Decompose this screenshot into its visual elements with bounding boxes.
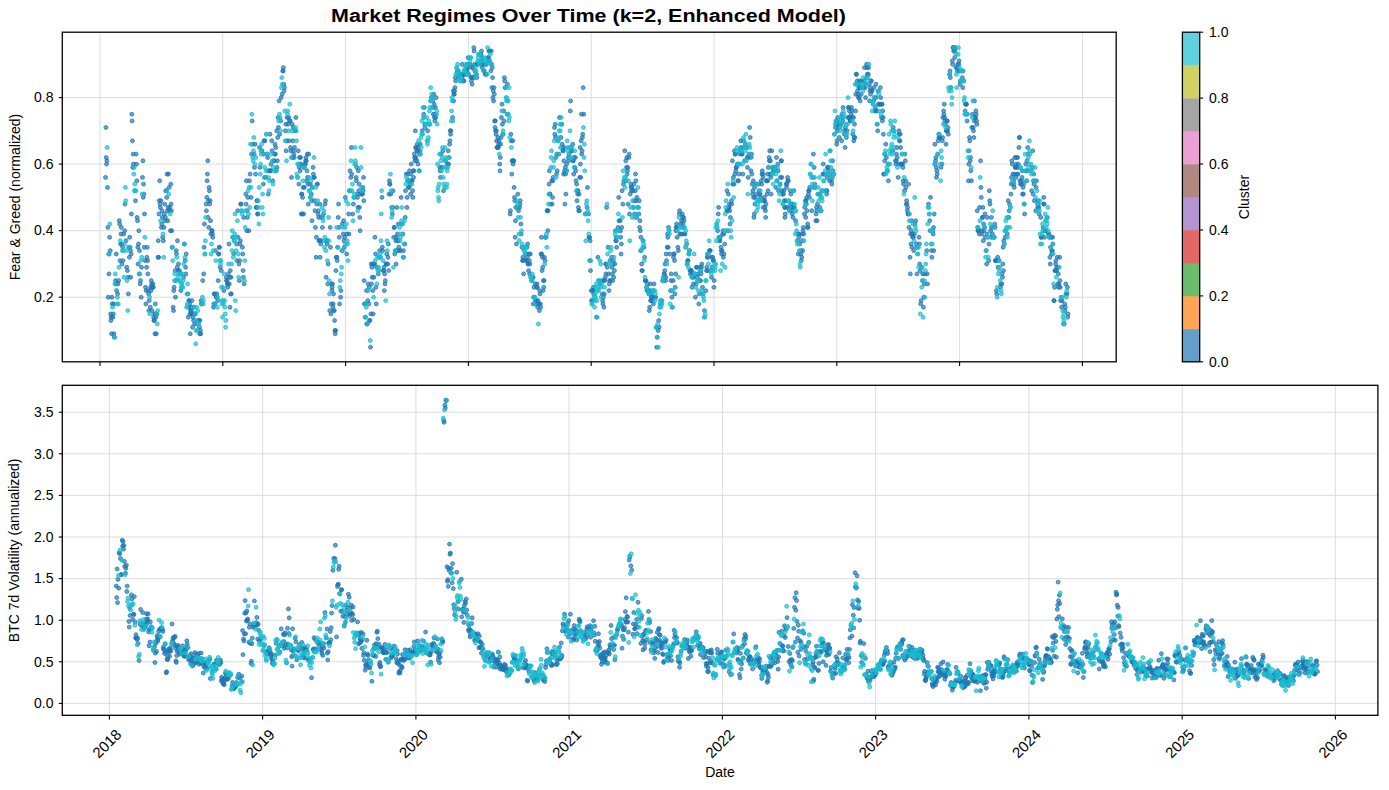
svg-text:0.0: 0.0 [34,695,54,711]
svg-text:0.0: 0.0 [1209,354,1229,370]
svg-text:3.0: 3.0 [34,446,54,462]
svg-text:0.6: 0.6 [1209,156,1229,172]
svg-text:0.4: 0.4 [1209,222,1229,238]
svg-text:1.0: 1.0 [34,612,54,628]
svg-text:0.5: 0.5 [34,654,54,670]
svg-text:Cluster: Cluster [1236,174,1252,219]
svg-text:2.5: 2.5 [34,487,54,503]
svg-text:Fear & Greed (normalized): Fear & Greed (normalized) [7,114,23,281]
svg-text:Market Regimes Over Time (k=2,: Market Regimes Over Time (k=2, Enhanced … [331,6,846,26]
svg-text:BTC 7d Volatility (annualized): BTC 7d Volatility (annualized) [7,458,23,642]
svg-text:1.5: 1.5 [34,570,54,586]
svg-text:1.0: 1.0 [1209,24,1229,40]
svg-text:2.0: 2.0 [34,529,54,545]
svg-text:3.5: 3.5 [34,404,54,420]
svg-text:0.2: 0.2 [1209,288,1229,304]
svg-text:0.2: 0.2 [34,289,54,305]
svg-text:0.8: 0.8 [34,89,54,105]
svg-text:Date: Date [705,764,735,780]
svg-text:0.4: 0.4 [34,222,54,238]
svg-text:0.6: 0.6 [34,156,54,172]
svg-text:0.8: 0.8 [1209,90,1229,106]
